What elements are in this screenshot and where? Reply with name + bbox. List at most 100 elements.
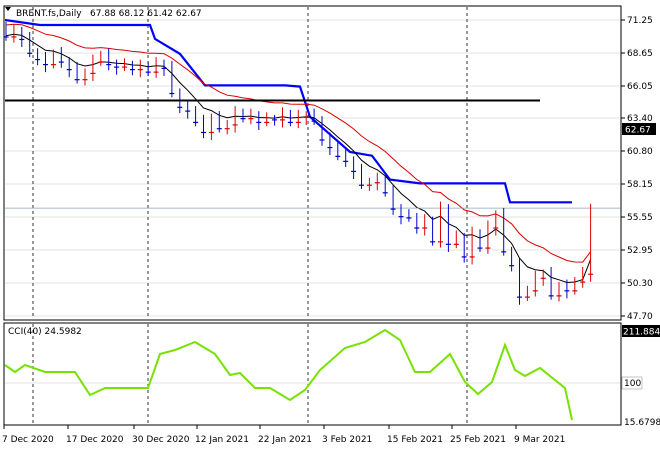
bull-candle[interactable]	[129, 69, 135, 71]
bull-candle[interactable]	[548, 295, 554, 297]
bear-candle[interactable]	[264, 121, 270, 124]
bull-candle[interactable]	[185, 110, 191, 112]
bear-candle[interactable]	[469, 256, 475, 258]
candlestick-series[interactable]	[3, 21, 594, 305]
bear-candle[interactable]	[493, 227, 499, 229]
bear-candle[interactable]	[422, 227, 428, 229]
bull-candle[interactable]	[335, 155, 341, 157]
current-price-tag: 62.67	[622, 123, 656, 136]
bear-candle[interactable]	[11, 36, 17, 38]
bull-candle[interactable]	[390, 208, 396, 210]
time-tick-label: 22 Jan 2021	[258, 435, 312, 445]
bear-candle[interactable]	[208, 131, 214, 134]
bull-candle[interactable]	[145, 71, 151, 73]
bear-candle[interactable]	[485, 247, 491, 249]
ohlc-label: 67.88 68.12 61.42 62.67	[90, 9, 202, 19]
price-tick-label: 66.05	[627, 82, 653, 92]
bear-candle[interactable]	[295, 121, 301, 124]
price-axis: 71.25 68.65 66.05 63.40 60.80 58.15 55.55 52.95…	[621, 16, 653, 322]
dropdown-arrow-icon	[5, 7, 11, 11]
bull-candle[interactable]	[287, 121, 293, 124]
bear-candle[interactable]	[232, 124, 238, 126]
bear-candle[interactable]	[366, 184, 372, 186]
bull-candle[interactable]	[445, 243, 451, 245]
price-tick-label: 63.40	[627, 114, 653, 124]
bear-candle[interactable]	[438, 241, 443, 243]
bull-candle[interactable]	[216, 128, 222, 130]
fast-moving-average-line	[5, 33, 592, 284]
bull-candle[interactable]	[27, 52, 33, 54]
price-tick-label: 50.30	[627, 279, 653, 289]
bear-candle[interactable]	[556, 295, 562, 297]
slow-moving-average-line	[5, 23, 591, 263]
bear-candle[interactable]	[122, 66, 127, 68]
time-tick-label: 3 Feb 2021	[322, 435, 372, 445]
bear-candle[interactable]	[374, 182, 380, 184]
bull-candle[interactable]	[327, 146, 333, 149]
bull-candle[interactable]	[256, 121, 262, 124]
bear-candle[interactable]	[224, 128, 230, 130]
bull-candle[interactable]	[406, 217, 412, 219]
current-price-value: 62.67	[625, 126, 651, 136]
bull-candle[interactable]	[177, 106, 183, 108]
cci-grid	[5, 324, 620, 424]
bull-candle[interactable]	[43, 63, 48, 66]
chart-header: BRENT.fs,Daily 67.88 68.12 61.42 62.67	[5, 7, 202, 19]
cci-panel-frame	[3, 322, 622, 426]
bull-candle[interactable]	[343, 160, 349, 162]
bull-candle[interactable]	[114, 66, 120, 68]
bull-candle[interactable]	[398, 216, 404, 218]
bear-candle[interactable]	[580, 281, 586, 283]
bull-candle[interactable]	[461, 256, 467, 258]
bull-candle[interactable]	[169, 92, 175, 95]
bull-candle[interactable]	[35, 58, 41, 61]
bull-candle[interactable]	[311, 120, 317, 122]
bull-candle[interactable]	[240, 118, 246, 120]
bull-candle[interactable]	[382, 192, 388, 194]
bull-candle[interactable]	[74, 79, 80, 81]
bull-candle[interactable]	[501, 251, 507, 253]
bull-candle[interactable]	[414, 227, 420, 229]
price-tick-label: 55.55	[627, 213, 653, 223]
bear-candle[interactable]	[90, 72, 96, 74]
bear-candle[interactable]	[572, 290, 578, 292]
cci-axis: 211.8849 100 15.6798	[621, 325, 660, 428]
bull-candle[interactable]	[19, 38, 25, 41]
bull-candle[interactable]	[517, 296, 522, 298]
bull-candle[interactable]	[359, 184, 364, 186]
bull-candle[interactable]	[564, 290, 570, 292]
bull-candle[interactable]	[351, 170, 357, 173]
bull-candle[interactable]	[319, 139, 325, 141]
bull-candle[interactable]	[193, 121, 199, 124]
price-tick-label: 58.15	[627, 180, 653, 190]
bear-candle[interactable]	[532, 290, 538, 292]
bull-candle[interactable]	[66, 69, 72, 71]
bear-candle[interactable]	[524, 296, 530, 298]
bear-candle[interactable]	[50, 63, 56, 66]
bull-candle[interactable]	[477, 247, 483, 249]
bear-candle[interactable]	[98, 61, 104, 63]
cci-bottom-value: 15.6798	[624, 418, 660, 428]
bull-candle[interactable]	[201, 131, 206, 134]
bull-candle[interactable]	[430, 241, 436, 243]
time-tick-label: 30 Dec 2020	[132, 435, 190, 445]
bear-candle[interactable]	[453, 243, 459, 245]
time-tick-label: 12 Jan 2021	[195, 435, 249, 445]
bull-candle[interactable]	[161, 67, 167, 69]
bull-candle[interactable]	[509, 265, 515, 267]
price-grid	[5, 7, 620, 319]
bull-candle[interactable]	[3, 36, 9, 38]
bear-candle[interactable]	[540, 277, 546, 279]
bear-candle[interactable]	[137, 69, 143, 71]
bear-candle[interactable]	[303, 116, 309, 118]
bear-candle[interactable]	[248, 118, 254, 120]
bull-candle[interactable]	[272, 119, 278, 121]
bull-candle[interactable]	[58, 61, 64, 63]
bear-candle[interactable]	[280, 119, 285, 121]
bear-candle[interactable]	[588, 273, 594, 275]
bull-candle[interactable]	[106, 63, 112, 66]
bear-candle[interactable]	[82, 79, 88, 81]
time-tick-label: 25 Feb 2021	[450, 435, 506, 445]
bear-candle[interactable]	[153, 71, 159, 73]
